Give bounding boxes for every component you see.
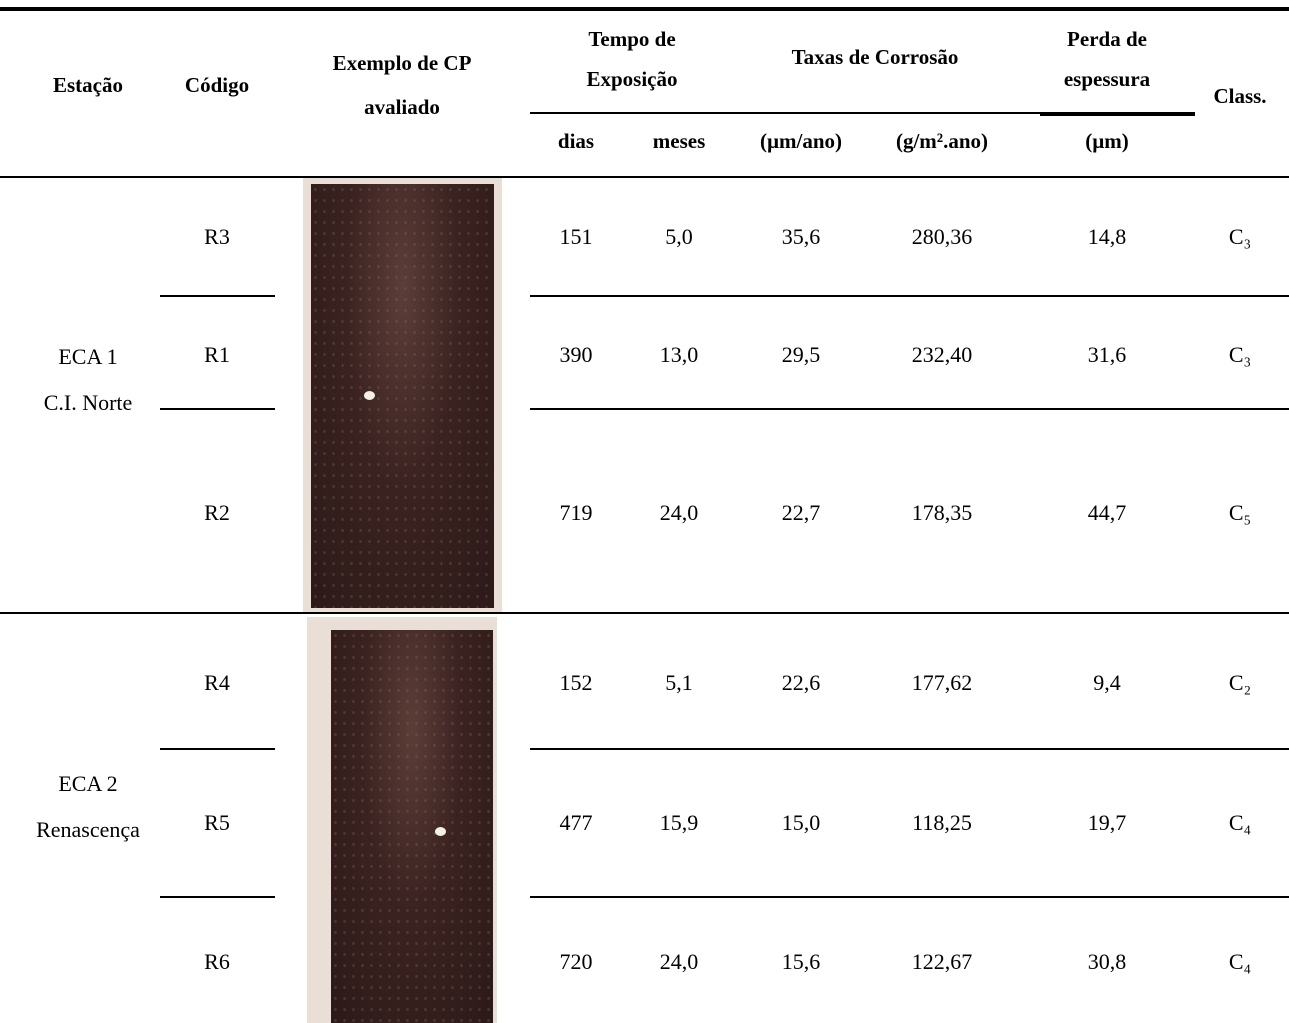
header-cell: Tempo de — [588, 26, 676, 51]
data-cell: R3 — [204, 224, 230, 250]
data-cell: 15,0 — [781, 810, 821, 836]
data-cell: 280,36 — [911, 224, 973, 250]
data-cell: R5 — [204, 810, 230, 836]
data-cell: 152 — [559, 670, 593, 696]
header-cell: Exemplo de CP — [332, 50, 472, 75]
top-rule — [0, 7, 1289, 11]
unit-cell: (µm/ano) — [759, 128, 843, 153]
data-cell: 5,0 — [665, 224, 693, 250]
station-cell: C.I. Norte — [43, 390, 133, 416]
data-cell: 122,67 — [911, 949, 973, 975]
data-cell: C₃ — [1228, 224, 1252, 250]
unit-cell: (g/m².ano) — [895, 128, 989, 153]
row-separator — [530, 896, 1289, 898]
data-cell: 178,35 — [911, 500, 973, 526]
header-cell: Código — [184, 72, 250, 97]
row-separator — [160, 408, 275, 410]
header-cell: avaliado — [364, 94, 440, 119]
unit-cell: meses — [652, 128, 706, 153]
header-cell: Perda de — [1067, 26, 1147, 51]
sample-photo — [303, 178, 502, 612]
station-cell: ECA 1 — [58, 344, 118, 370]
station-cell: Renascença — [36, 817, 140, 843]
data-cell: C₅ — [1228, 500, 1252, 526]
header-cell: espessura — [1063, 66, 1151, 91]
data-cell: C₄ — [1228, 949, 1252, 975]
data-cell: R1 — [204, 342, 230, 368]
unit-cell: dias — [557, 128, 595, 153]
header-cell: Exposição — [586, 66, 678, 91]
data-cell: R4 — [204, 670, 230, 696]
data-cell: 15,6 — [781, 949, 821, 975]
row-separator — [160, 748, 275, 750]
data-cell: R6 — [204, 949, 230, 975]
data-cell: 151 — [559, 224, 593, 250]
header-cell: Estação — [53, 72, 123, 97]
data-cell: 30,8 — [1087, 949, 1127, 975]
data-cell: 720 — [559, 949, 593, 975]
data-cell: 477 — [559, 810, 593, 836]
data-cell: 44,7 — [1087, 500, 1127, 526]
group-separator — [0, 612, 1289, 614]
row-separator — [160, 896, 275, 898]
data-cell: C₄ — [1228, 810, 1252, 836]
data-cell: C₂ — [1228, 670, 1252, 696]
header-cell: Class. — [1213, 83, 1267, 108]
data-cell: 35,6 — [781, 224, 821, 250]
data-cell: 118,25 — [912, 810, 972, 836]
data-cell: 719 — [559, 500, 593, 526]
data-cell: 232,40 — [911, 342, 973, 368]
data-cell: 14,8 — [1087, 224, 1127, 250]
row-separator — [160, 295, 275, 297]
sample-photo — [307, 617, 497, 1023]
station-cell: ECA 2 — [58, 771, 118, 797]
data-cell: 13,0 — [659, 342, 699, 368]
unit-cell: (µm) — [1085, 128, 1129, 153]
data-cell: 390 — [559, 342, 593, 368]
data-cell: 29,5 — [781, 342, 821, 368]
data-cell: 22,6 — [781, 670, 821, 696]
row-separator — [530, 295, 1289, 297]
data-cell: 5,1 — [665, 670, 693, 696]
row-separator — [530, 748, 1289, 750]
header-rule — [0, 176, 1289, 178]
data-cell: C₃ — [1228, 342, 1252, 368]
group-rule — [1040, 112, 1195, 116]
data-cell: 22,7 — [781, 500, 821, 526]
data-cell: 24,0 — [659, 949, 699, 975]
data-cell: 9,4 — [1093, 670, 1121, 696]
row-separator — [530, 408, 1289, 410]
data-cell: 31,6 — [1087, 342, 1127, 368]
data-cell: R2 — [204, 500, 230, 526]
data-cell: 24,0 — [659, 500, 699, 526]
data-cell: 19,7 — [1087, 810, 1127, 836]
data-cell: 177,62 — [911, 670, 973, 696]
data-cell: 15,9 — [659, 810, 699, 836]
header-cell: Taxas de Corrosão — [791, 44, 959, 69]
group-rule — [530, 112, 1040, 114]
